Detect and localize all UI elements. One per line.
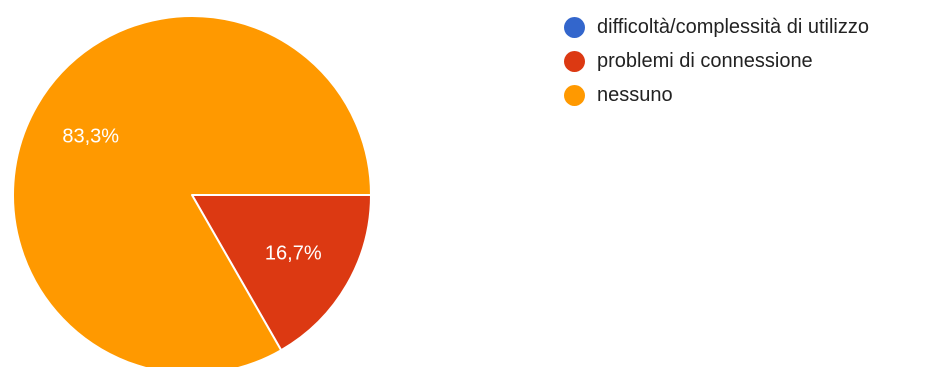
legend-swatch-2 (564, 84, 585, 106)
legend-label-1: problemi di connessione (597, 49, 813, 72)
pie-slice-labels: 16,7% 83,3% (62, 125, 321, 264)
legend-swatch-1 (564, 50, 585, 72)
legend-item-2[interactable]: nessuno (564, 81, 869, 109)
legend-label-2: nessuno (597, 83, 673, 106)
pie-slice-label-2: 83,3% (62, 125, 119, 147)
pie-slices (12, 15, 372, 367)
legend-item-1[interactable]: problemi di connessione (564, 47, 869, 75)
chart-legend: difficoltà/complessità di utilizzo proble… (564, 13, 869, 115)
legend-item-0[interactable]: difficoltà/complessità di utilizzo (564, 13, 869, 41)
legend-swatch-0 (564, 16, 585, 38)
pie-slice-2[interactable] (12, 15, 372, 367)
pie-slice-1[interactable] (191, 194, 372, 352)
pie-slice-label-1: 16,7% (265, 243, 322, 265)
legend-label-0: difficoltà/complessità di utilizzo (597, 15, 869, 38)
